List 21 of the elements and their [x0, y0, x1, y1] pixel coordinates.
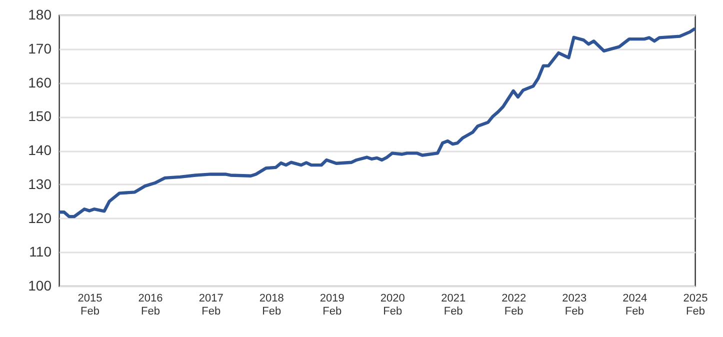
- y-tick-label: 120: [28, 210, 52, 226]
- x-tick-label: 2024 Feb: [622, 292, 648, 318]
- x-tick-label: 2017 Feb: [198, 292, 224, 318]
- x-tick-label: 2021 Feb: [441, 292, 466, 318]
- x-tick-label: 2016 Feb: [138, 292, 163, 318]
- x-tick-label: 2019 Feb: [320, 292, 344, 318]
- x-tick-label: 2025 Feb: [683, 292, 708, 318]
- y-tick-label: 180: [28, 6, 52, 22]
- x-tick-label: 2020 Feb: [380, 292, 405, 318]
- y-tick-label: 140: [28, 142, 52, 158]
- x-tick-label: 2015 Feb: [78, 292, 102, 318]
- y-tick-label: 100: [28, 278, 52, 294]
- y-tick-label: 150: [28, 108, 52, 124]
- y-tick-label: 130: [28, 176, 52, 192]
- y-tick-label: 160: [28, 74, 52, 90]
- y-tick-label: 170: [28, 40, 52, 56]
- x-tick-label: 2018 Feb: [259, 292, 284, 318]
- x-tick-label: 2023 Feb: [562, 292, 587, 318]
- x-tick-label: 2022 Feb: [502, 292, 526, 318]
- y-tick-label: 110: [29, 244, 52, 260]
- line-series: [57, 26, 697, 218]
